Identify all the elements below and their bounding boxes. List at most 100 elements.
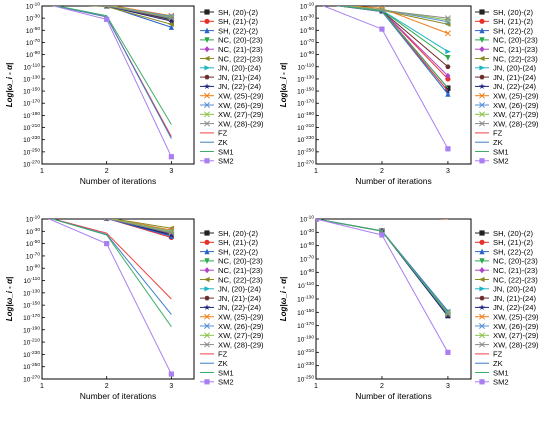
series-line (53, 6, 172, 139)
data-point (445, 55, 451, 61)
legend-label: NC, (22)-(23) (493, 275, 538, 284)
y-tick-label: 10-210 (23, 123, 40, 132)
data-point (39, 0, 44, 5)
legend-label: XW, (27)-(29) (218, 110, 264, 119)
x-axis-label: Number of iterations (80, 391, 157, 401)
y-tick-label: 10-150 (297, 308, 314, 317)
legend-marker (204, 74, 210, 80)
legend-label: FZ (218, 350, 228, 359)
legend-marker (478, 83, 486, 89)
legend-marker (204, 65, 211, 71)
legend-marker (479, 37, 485, 43)
legend-marker (479, 120, 485, 127)
legend-label: SH, (22)-(2) (218, 247, 259, 256)
legend-label: SH, (21)-(2) (218, 238, 259, 247)
data-point (39, 213, 44, 218)
legend-marker (204, 323, 210, 329)
data-point (39, 213, 45, 218)
legend-label: XW, (25)-(29) (218, 313, 264, 322)
data-point (39, 0, 44, 5)
legend-marker (478, 304, 486, 310)
legend-marker (479, 27, 485, 34)
data-point (445, 64, 451, 70)
series-line (51, 6, 172, 157)
y-tick-label: 10-250 (297, 375, 314, 384)
y-tick-label: 10-250 (23, 362, 40, 371)
y-tick-label: 10-190 (23, 325, 40, 334)
x-tick-label: 3 (169, 383, 173, 390)
legend-marker (204, 258, 210, 264)
legend-marker (204, 18, 210, 24)
legend-marker (479, 295, 485, 301)
y-tick-label: 10-170 (297, 99, 314, 108)
y-tick-label: 10-10 (26, 215, 40, 224)
x-tick-label: 2 (105, 168, 109, 175)
legend-marker (479, 286, 486, 292)
legend-marker (204, 239, 210, 245)
legend-marker (479, 158, 485, 164)
data-point (168, 228, 175, 235)
legend-marker (204, 379, 210, 385)
series-line (96, 6, 172, 19)
legend-marker (479, 258, 485, 264)
legend-marker (204, 230, 210, 236)
data-point (39, 213, 44, 219)
legend-label: JN, (20)-(24) (218, 285, 262, 294)
plot-area (315, 5, 472, 165)
y-tick-label: 10-90 (26, 264, 40, 273)
y-tick-label: 10-250 (297, 147, 314, 156)
series-line (110, 6, 172, 17)
data-point (444, 313, 451, 319)
series-line (50, 219, 172, 327)
data-point (313, 0, 318, 5)
data-point (316, 6, 317, 7)
y-tick-label: 10-230 (23, 135, 40, 144)
legend-label: JN, (20)-(24) (493, 64, 537, 73)
data-point (39, 213, 44, 218)
legend-label: JN, (21)-(24) (218, 73, 262, 82)
legend-label: JN, (21)-(24) (218, 294, 262, 303)
legend-marker (479, 92, 485, 99)
legend-label: XW, (28)-(29) (218, 340, 264, 349)
legend-label: XW, (25)-(29) (218, 92, 264, 101)
data-point (168, 154, 174, 160)
data-point (313, 0, 318, 5)
y-tick-label: 10-250 (23, 147, 40, 156)
legend-marker (478, 276, 485, 283)
series-line (96, 6, 172, 22)
legend-marker (479, 313, 485, 320)
x-tick-label: 3 (169, 168, 173, 175)
y-tick-label: 10-230 (297, 361, 314, 370)
data-point (444, 311, 451, 318)
data-point (39, 213, 44, 218)
legend-marker (479, 111, 485, 118)
legend-marker (479, 323, 485, 329)
y-axis-label: Log|ω_i - α| (279, 277, 288, 322)
legend-marker (479, 379, 485, 385)
legend-label: NC, (21)-(23) (493, 45, 538, 54)
series-line (54, 6, 172, 125)
data-point (104, 16, 110, 22)
y-tick-label: 10-190 (297, 111, 314, 120)
y-tick-label: 10-50 (300, 26, 314, 35)
data-point (444, 15, 451, 22)
legend-label: SH, (22)-(2) (493, 26, 534, 35)
x-tick-label: 2 (105, 383, 109, 390)
data-point (168, 24, 174, 30)
series-line (110, 219, 172, 231)
y-tick-label: 10-150 (23, 87, 40, 96)
data-point (316, 6, 317, 7)
series-line (107, 219, 172, 237)
legend-marker (479, 65, 486, 71)
data-point (39, 213, 44, 218)
legend-marker (479, 102, 485, 108)
data-point (313, 0, 318, 5)
y-tick-label: 10-130 (23, 74, 40, 83)
legend-label: NC, (22)-(23) (218, 275, 263, 284)
data-point (313, 0, 318, 5)
y-tick-label: 10-10 (300, 2, 314, 11)
y-axis-label: Log|ω_i - α| (5, 277, 14, 322)
data-point (168, 15, 175, 22)
legend-label: FZ (493, 350, 503, 359)
